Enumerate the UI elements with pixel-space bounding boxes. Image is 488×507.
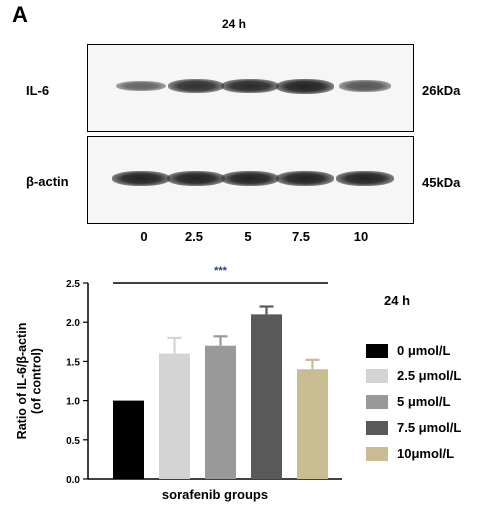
bar <box>297 369 328 479</box>
legend-swatch <box>366 395 388 409</box>
blot-band <box>339 80 391 92</box>
blot-band <box>111 170 171 186</box>
lane-label-0: 0 <box>140 229 148 244</box>
bar <box>159 353 190 479</box>
blot-row-kda-actin: 45kDa <box>422 175 461 190</box>
lane-label-2: 5 <box>244 229 252 244</box>
legend-swatch <box>366 421 388 435</box>
legend-label: 0 μmol/L <box>397 343 451 358</box>
y-axis-label: Ratio of IL-6/β-actin(of control) <box>15 323 43 440</box>
legend-label: 10μmol/L <box>397 446 455 461</box>
lane-label-4: 10 <box>353 229 369 244</box>
blot-band <box>115 80 167 92</box>
blot-band <box>221 78 279 94</box>
legend-label: 2.5 μmol/L <box>397 368 462 383</box>
blot-il6-box <box>87 44 414 132</box>
chart-title: 24 h <box>384 293 411 308</box>
y-tick-label: 1.0 <box>66 397 80 408</box>
x-axis-label: sorafenib groups <box>162 487 268 502</box>
blot-actin-box <box>87 136 414 224</box>
panel-label: A <box>12 2 28 27</box>
blot-band <box>275 170 335 186</box>
blot-time-label: 24 h <box>222 17 247 31</box>
y-tick-label: 0.5 <box>66 436 80 447</box>
bar-chart: 0.0 0.5 1.0 1.5 2.0 2.5 Ratio of IL-6/β-actin(… <box>15 265 342 502</box>
y-tick-label: 0.0 <box>66 475 80 486</box>
legend-label: 7.5 μmol/L <box>397 420 462 435</box>
blot-row-kda-il6: 26kDa <box>422 83 461 98</box>
y-tick-label: 1.5 <box>66 357 80 368</box>
legend-swatch <box>366 447 388 461</box>
blot-band <box>275 78 335 94</box>
blot-band <box>335 170 395 186</box>
blot-band <box>167 79 225 93</box>
lane-label-1: 2.5 <box>184 229 204 244</box>
legend-swatch <box>366 344 388 358</box>
lane-label-3: 7.5 <box>291 229 311 244</box>
bar <box>251 314 282 479</box>
y-tick-label: 2.5 <box>66 279 80 290</box>
bar <box>113 400 144 479</box>
bar <box>205 345 236 479</box>
y-tick-label: 2.0 <box>66 318 80 329</box>
blot-band <box>166 170 226 186</box>
blot-band <box>220 170 280 186</box>
significance-marker: *** <box>214 265 228 277</box>
blot-row-label-actin: β-actin <box>26 174 69 189</box>
legend-label: 5 μmol/L <box>397 394 451 409</box>
blot-row-label-il6: IL-6 <box>26 83 50 98</box>
legend-swatch <box>366 369 388 383</box>
